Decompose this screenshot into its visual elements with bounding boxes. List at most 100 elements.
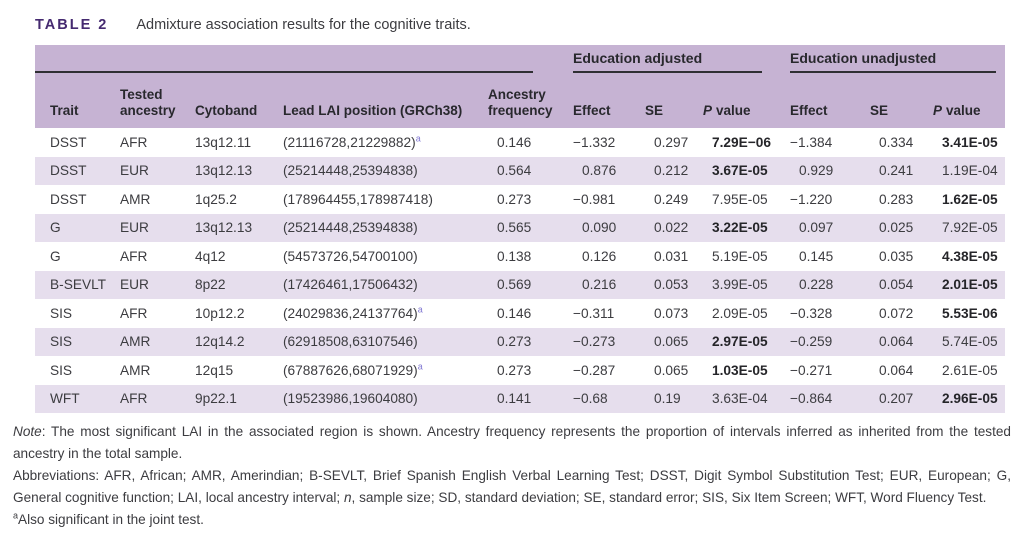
cell-trait: G <box>50 248 61 264</box>
cell-position: (25214448,25394838) <box>283 220 488 235</box>
cell-adj-p: 3.22E-05 <box>712 220 768 236</box>
cell-adj-p: 2.97E-05 <box>712 334 768 350</box>
cell-unadj-effect: −1.220 <box>790 191 833 207</box>
cell-tested-ancestry: EUR <box>120 277 149 293</box>
position-text: (19523986,19604080) <box>283 391 418 407</box>
note-label: Note <box>13 424 42 439</box>
table-row: DSST EUR 13q12.13 (25214448,25394838) 0.… <box>35 156 1005 185</box>
cell-unadj-effect: −0.864 <box>790 391 833 407</box>
cell-ancestry-frequency: 0.146 <box>497 305 532 321</box>
footnote-mark: a <box>13 510 19 521</box>
cell-tested-ancestry: AFR <box>120 134 148 150</box>
table-row: DSST AFR 13q12.11 (21116728,21229882)a 0… <box>35 128 1005 157</box>
cell-cytoband: 13q12.13 <box>195 163 253 179</box>
position-text: (62918508,63107546) <box>283 334 418 350</box>
cell-adj-se: 0.031 <box>654 248 689 264</box>
cell-unadj-p: 2.96E-05 <box>942 391 998 407</box>
cell-tested-ancestry: AMR <box>120 362 151 378</box>
cell-unadj-se: 0.064 <box>879 334 914 350</box>
cell-position: (62918508,63107546) <box>283 334 488 349</box>
cell-cytoband: 13q12.11 <box>195 134 252 150</box>
table-title-row: TABLE 2 Admixture association results fo… <box>35 17 471 33</box>
cell-position: (24029836,24137764)a <box>283 304 488 321</box>
position-footnote-mark: a <box>417 304 423 315</box>
cell-tested-ancestry: AFR <box>120 391 148 407</box>
cell-adj-effect: −0.981 <box>573 191 616 207</box>
cell-unadj-effect: −0.259 <box>790 334 833 350</box>
note-paragraph: Note: The most significant LAI in the as… <box>13 421 1011 465</box>
col-header-unadj-se: SE <box>870 103 889 118</box>
table-row: DSST AMR 1q25.2 (178964455,178987418) 0.… <box>35 185 1005 214</box>
cell-ancestry-frequency: 0.564 <box>497 163 532 179</box>
table-row: G EUR 13q12.13 (25214448,25394838) 0.565… <box>35 213 1005 242</box>
group-label-adjusted: Education adjusted <box>573 50 703 66</box>
cell-trait: SIS <box>50 334 73 350</box>
position-footnote-mark: a <box>417 361 423 372</box>
frequency-line1: Ancestry <box>488 87 546 102</box>
cell-adj-effect: −0.287 <box>573 362 616 378</box>
position-text: (54573726,54700100) <box>283 248 418 264</box>
cell-ancestry-frequency: 0.569 <box>497 277 532 293</box>
cell-unadj-se: 0.334 <box>879 134 914 150</box>
cell-adj-se: 0.065 <box>654 362 689 378</box>
position-text: (25214448,25394838) <box>283 220 418 236</box>
table-body: DSST AFR 13q12.11 (21116728,21229882)a 0… <box>35 128 1005 413</box>
column-header-row: Trait Tested ancestry Cytoband Lead LAI … <box>35 75 1005 128</box>
footnote-text: Also significant in the joint test. <box>18 512 204 527</box>
col-header-unadj-effect: Effect <box>790 103 828 118</box>
table-header: Education adjusted Education unadjusted … <box>35 45 1005 128</box>
cell-adj-effect: −1.332 <box>573 134 616 150</box>
cell-unadj-se: 0.072 <box>879 305 914 321</box>
cell-position: (67887626,68071929)a <box>283 361 488 378</box>
position-text: (25214448,25394838) <box>283 163 418 179</box>
cell-unadj-se: 0.207 <box>879 391 914 407</box>
cell-unadj-se: 0.283 <box>879 191 914 207</box>
table-row: SIS AMR 12q15 (67887626,68071929)a 0.273… <box>35 356 1005 385</box>
table-row: SIS AMR 12q14.2 (62918508,63107546) 0.27… <box>35 327 1005 356</box>
cell-cytoband: 8p22 <box>195 277 226 293</box>
cell-tested-ancestry: AMR <box>120 191 151 207</box>
cell-adj-se: 0.297 <box>654 134 689 150</box>
cell-unadj-se: 0.054 <box>879 277 914 293</box>
cell-adj-p: 7.95E-05 <box>712 191 768 207</box>
cell-cytoband: 4q12 <box>195 248 226 264</box>
cell-unadj-se: 0.064 <box>879 362 914 378</box>
cell-adj-effect: 0.876 <box>582 163 617 179</box>
cell-unadj-effect: 0.145 <box>799 248 834 264</box>
cell-cytoband: 1q25.2 <box>195 191 237 207</box>
cell-ancestry-frequency: 0.565 <box>497 220 532 236</box>
cell-adj-p: 3.67E-05 <box>712 163 768 179</box>
footnote-paragraph: aAlso significant in the joint test. <box>13 509 1011 531</box>
cell-adj-se: 0.053 <box>654 277 689 293</box>
cell-adj-effect: 0.090 <box>582 220 617 236</box>
tested-line1: Tested <box>120 87 163 102</box>
cell-position: (17426461,17506432) <box>283 277 488 292</box>
cell-ancestry-frequency: 0.141 <box>497 391 532 407</box>
cell-position: (21116728,21229882)a <box>283 134 488 150</box>
cell-unadj-effect: −1.384 <box>790 134 833 150</box>
cell-unadj-p: 5.74E-05 <box>942 334 998 350</box>
position-text: (17426461,17506432) <box>283 277 418 293</box>
cell-adj-effect: −0.311 <box>573 305 615 321</box>
table-row: G AFR 4q12 (54573726,54700100) 0.138 0.1… <box>35 242 1005 271</box>
left-header-rule <box>35 45 533 73</box>
cell-trait: SIS <box>50 362 73 378</box>
cell-unadj-p: 7.92E-05 <box>942 220 998 236</box>
cell-ancestry-frequency: 0.138 <box>497 248 532 264</box>
group-education-unadjusted: Education unadjusted <box>790 45 996 73</box>
group-education-adjusted: Education adjusted <box>573 45 762 73</box>
admixture-results-table: Education adjusted Education unadjusted … <box>35 45 1005 413</box>
cell-unadj-effect: 0.228 <box>799 277 834 293</box>
cell-unadj-p: 3.41E-05 <box>942 134 998 150</box>
cell-unadj-effect: −0.328 <box>790 305 833 321</box>
cell-adj-se: 0.065 <box>654 334 689 350</box>
cell-unadj-se: 0.241 <box>879 163 914 179</box>
cell-adj-se: 0.249 <box>654 191 689 207</box>
cell-trait: B-SEVLT <box>50 277 107 293</box>
cell-adj-effect: 0.216 <box>582 277 617 293</box>
table-row: SIS AFR 10p12.2 (24029836,24137764)a 0.1… <box>35 299 1005 328</box>
cell-position: (178964455,178987418) <box>283 192 488 207</box>
